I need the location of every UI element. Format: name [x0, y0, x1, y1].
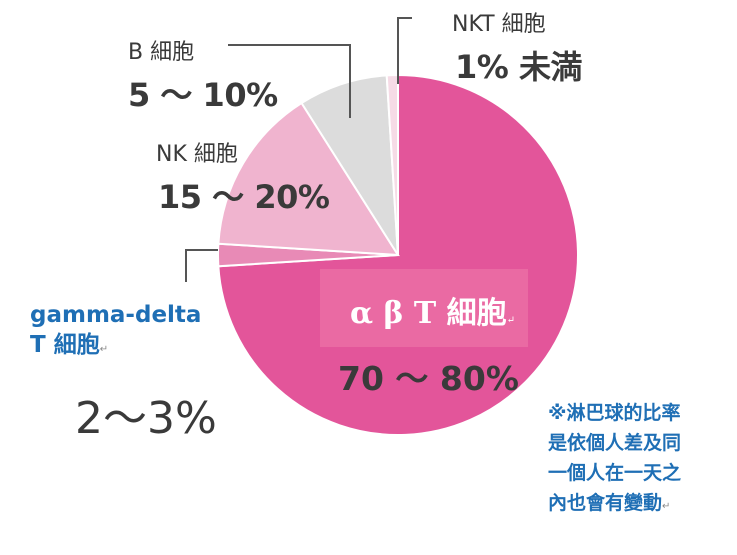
label-alpha-beta-name: α β T 細胞↵ [350, 288, 515, 332]
label-b-name: B 細胞 [128, 40, 195, 65]
label-nk-range: 15 ～ 20% [158, 178, 330, 216]
leader-line-b [228, 44, 351, 118]
leader-lines [185, 17, 412, 282]
label-gamma-delta-name: gamma-delta T 細胞↵ [30, 300, 201, 365]
footnote-line: ※淋巴球的比率 [548, 402, 681, 424]
label-gamma-delta-range: 2～3% [75, 393, 217, 444]
footnote-line: 是依個人差及同 [548, 432, 682, 454]
pie-slice-3 [300, 74, 399, 256]
label-b-range: 5 ～ 10% [128, 76, 278, 114]
paragraph-mark-icon: ↵ [99, 344, 109, 355]
paragraph-mark-icon: ↵ [662, 501, 671, 512]
label-nkt-name: NKT 細胞 [452, 12, 546, 37]
footnote: ※淋巴球的比率 是依個人差及同 一個人在一天之 內也會有變動↵ [548, 398, 723, 522]
footnote-line: 一個人在一天之 [548, 462, 682, 484]
label-gamma-delta-line1: gamma-delta [30, 302, 202, 328]
alpha-beta-label-box [320, 269, 528, 347]
label-nk-name: NK 細胞 [156, 142, 238, 167]
footnote-line: 內也會有變動 [548, 492, 663, 514]
leader-line-gd [185, 249, 218, 282]
label-alpha-beta-text: α β T 細胞 [350, 296, 507, 331]
leader-line-nkt [397, 17, 412, 84]
label-nkt-range: 1% 未満 [455, 48, 582, 86]
paragraph-mark-icon: ↵ [506, 315, 516, 326]
label-alpha-beta-range: 70 ～ 80% [338, 359, 519, 398]
pie-slice-2 [217, 101, 400, 257]
label-gamma-delta-line2: T 細胞 [30, 332, 100, 358]
